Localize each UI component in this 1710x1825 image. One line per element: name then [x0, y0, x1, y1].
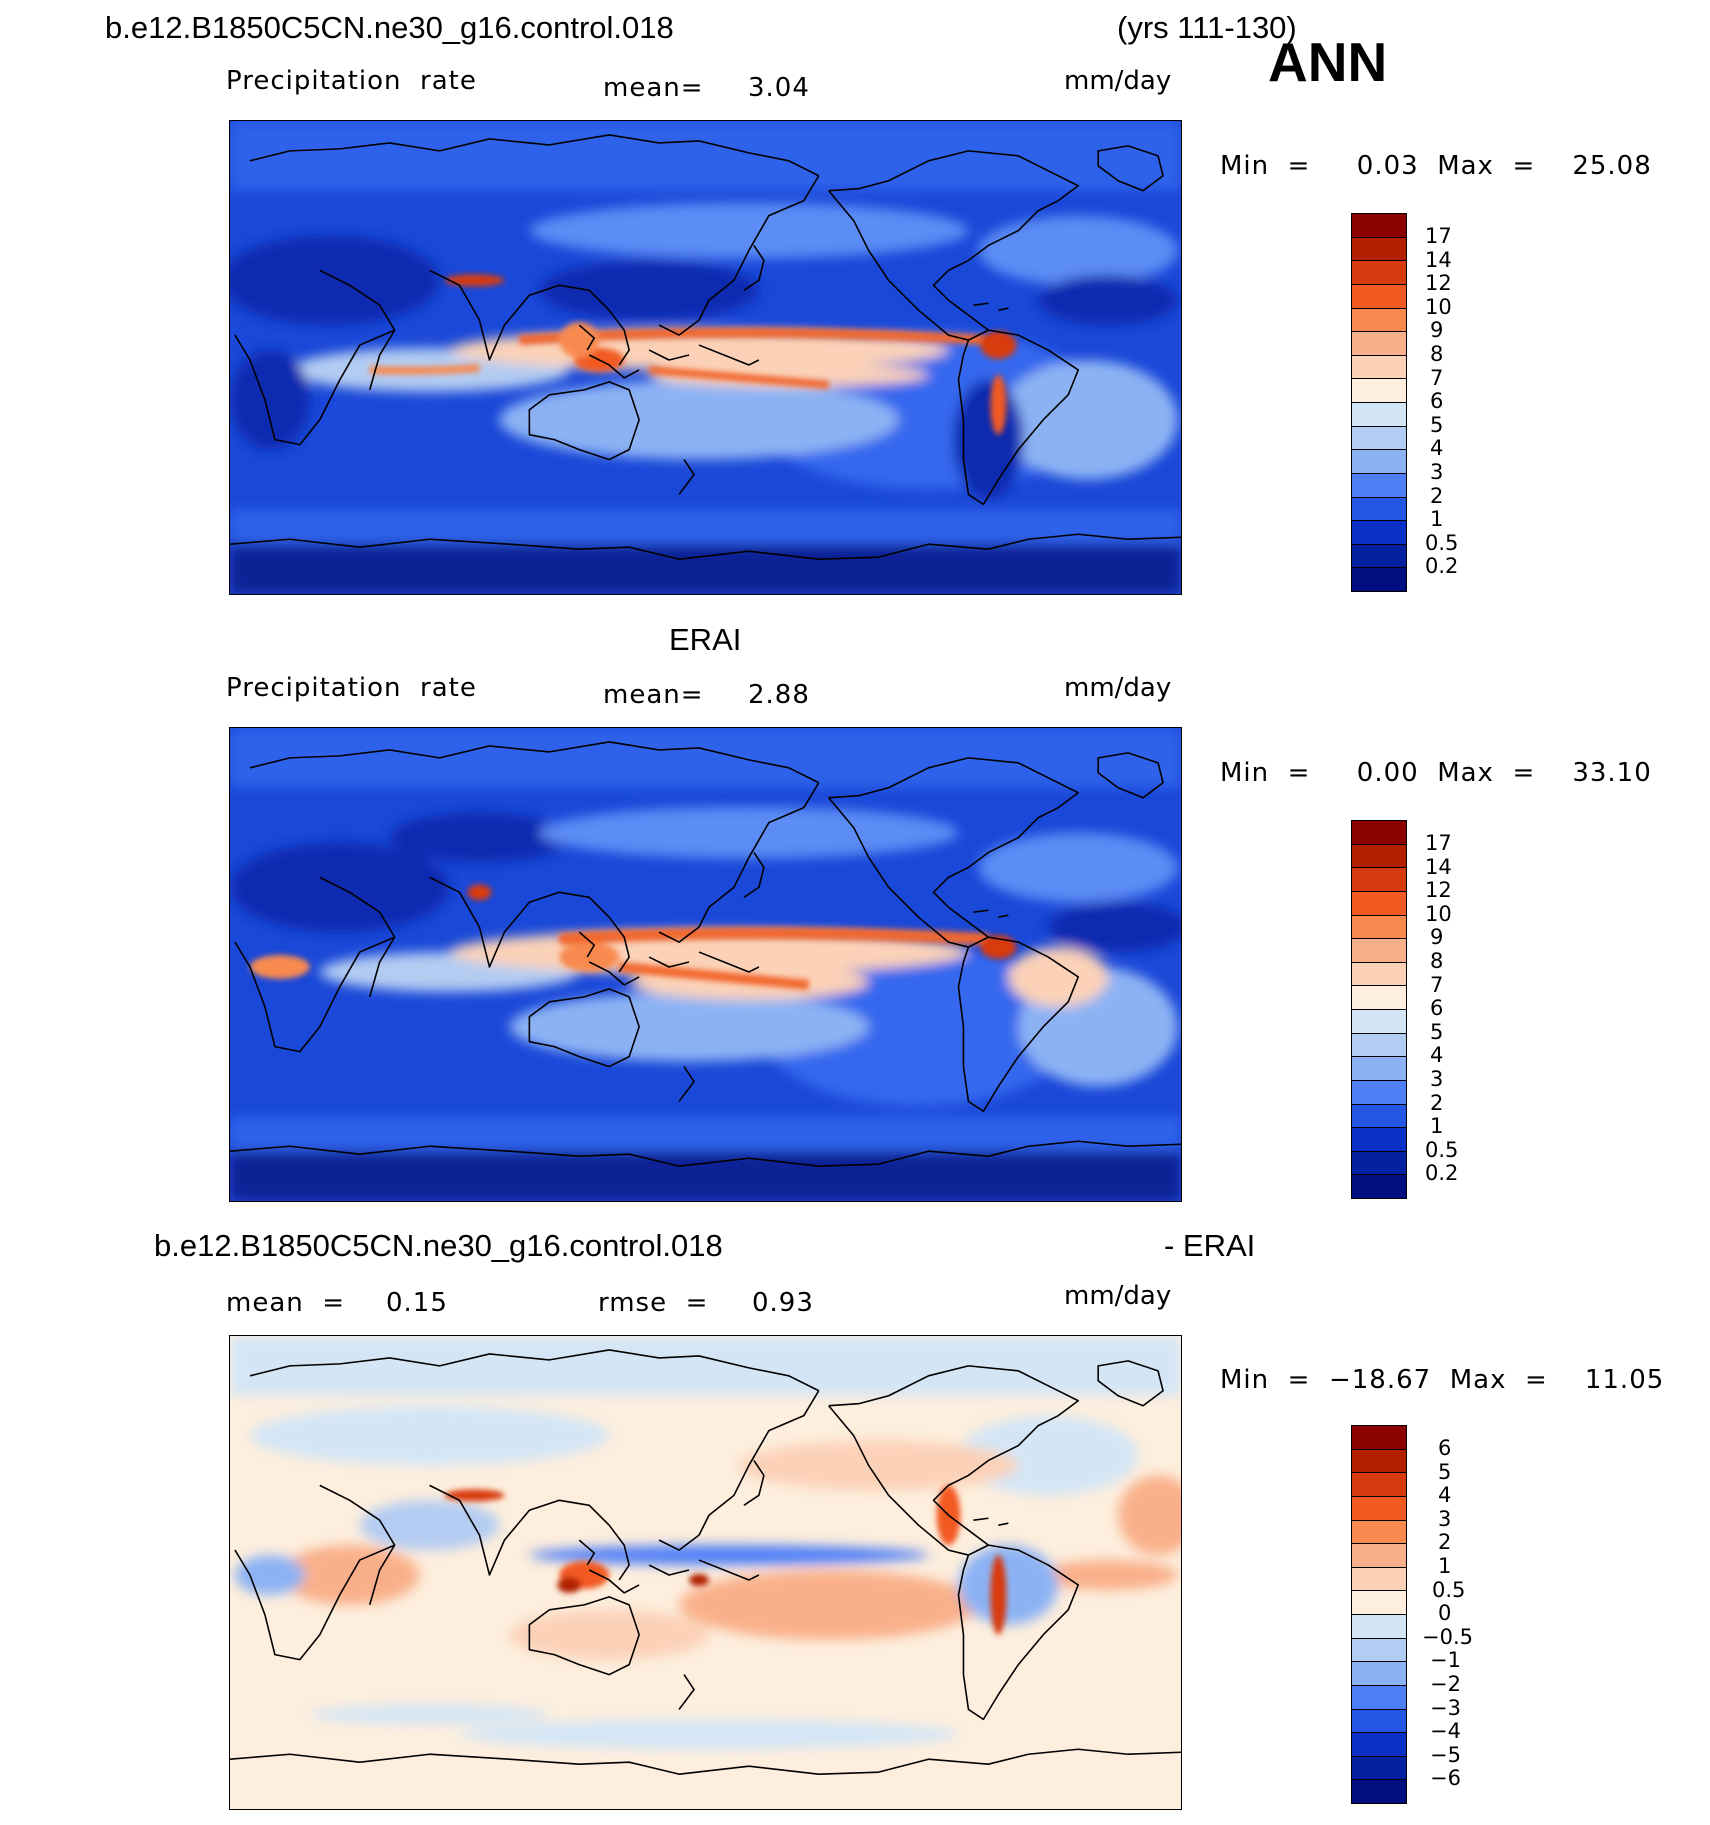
colorbar-tick: 8 — [1430, 342, 1444, 366]
colorbar-tick: 2 — [1430, 1091, 1444, 1115]
panel3-minmax: Min = −18.67 Max = 11.05 — [1220, 1365, 1665, 1395]
panel2-map — [229, 727, 1182, 1202]
panel2-minmax: Min = 0.00 Max = 33.10 — [1220, 758, 1652, 788]
colorbar-tick: 12 — [1425, 878, 1452, 902]
colorbar-tick: 0.5 — [1425, 531, 1459, 555]
panel3-rmse-label: rmse = — [598, 1288, 709, 1318]
colorbar-tick: −5 — [1430, 1743, 1461, 1767]
colorbar-tick: 0.5 — [1425, 1138, 1459, 1162]
colorbar-tick: 0.2 — [1425, 554, 1459, 578]
colorbar-tick: 17 — [1425, 224, 1452, 248]
colorbar-tick: 0 — [1438, 1601, 1452, 1625]
colorbar-tick: −0.5 — [1422, 1625, 1473, 1649]
panel1-colorbar — [1351, 213, 1407, 592]
colorbar-tick: 7 — [1430, 366, 1444, 390]
panel2-title: ERAI — [669, 622, 742, 657]
colorbar-tick: 6 — [1438, 1436, 1452, 1460]
years-label: (yrs 111-130) — [1117, 10, 1297, 45]
colorbar-tick: 1 — [1430, 1114, 1444, 1138]
colorbar-tick: 12 — [1425, 271, 1452, 295]
panel1-mean-label: mean= — [603, 73, 704, 103]
colorbar-tick: −3 — [1430, 1696, 1461, 1720]
colorbar-tick: 10 — [1425, 902, 1452, 926]
panel2-mean-label: mean= — [603, 680, 704, 710]
panel2-colorbar — [1351, 820, 1407, 1199]
colorbar-tick: −6 — [1430, 1766, 1461, 1790]
colorbar-tick: 5 — [1438, 1460, 1452, 1484]
colorbar-tick: 0.2 — [1425, 1161, 1459, 1185]
panel1-minmax: Min = 0.03 Max = 25.08 — [1220, 151, 1652, 181]
panel3-units: mm/day — [1064, 1281, 1172, 1311]
panel3-rmse-value: 0.93 — [752, 1288, 814, 1318]
colorbar-tick: 9 — [1430, 318, 1444, 342]
panel1-units: mm/day — [1064, 66, 1172, 96]
colorbar-tick: −4 — [1430, 1719, 1461, 1743]
colorbar-tick: 5 — [1430, 1020, 1444, 1044]
panel3-map — [229, 1335, 1182, 1810]
panel3-title-right: - ERAI — [1164, 1228, 1256, 1263]
colorbar-tick: 0.5 — [1432, 1578, 1466, 1602]
colorbar-tick: 14 — [1425, 855, 1452, 879]
panel1-variable-label: Precipitation rate — [226, 66, 477, 96]
panel3-colorbar — [1351, 1425, 1407, 1804]
colorbar-tick: 3 — [1430, 460, 1444, 484]
colorbar-tick: 1 — [1438, 1554, 1452, 1578]
colorbar-tick: 6 — [1430, 389, 1444, 413]
colorbar-tick: 4 — [1438, 1483, 1452, 1507]
panel2-mean-value: 2.88 — [748, 680, 810, 710]
season-label: ANN — [1268, 31, 1388, 93]
colorbar-tick: 4 — [1430, 436, 1444, 460]
colorbar-tick: 5 — [1430, 413, 1444, 437]
colorbar-tick: 6 — [1430, 996, 1444, 1020]
colorbar-tick: 7 — [1430, 973, 1444, 997]
case-title: b.e12.B1850C5CN.ne30_g16.control.018 — [105, 10, 674, 45]
colorbar-tick: 10 — [1425, 295, 1452, 319]
panel1-map — [229, 120, 1182, 595]
colorbar-tick: 1 — [1430, 507, 1444, 531]
colorbar-tick: 14 — [1425, 248, 1452, 272]
panel2-units: mm/day — [1064, 673, 1172, 703]
colorbar-tick: 8 — [1430, 949, 1444, 973]
panel3-title-left: b.e12.B1850C5CN.ne30_g16.control.018 — [154, 1228, 723, 1263]
panel3-mean-label: mean = — [226, 1288, 346, 1318]
colorbar-tick: −2 — [1430, 1672, 1461, 1696]
colorbar-tick: 3 — [1438, 1507, 1452, 1531]
colorbar-tick: 3 — [1430, 1067, 1444, 1091]
colorbar-tick: 4 — [1430, 1043, 1444, 1067]
colorbar-tick: 2 — [1430, 484, 1444, 508]
panel2-variable-label: Precipitation rate — [226, 673, 477, 703]
panel3-mean-value: 0.15 — [386, 1288, 448, 1318]
panel1-mean-value: 3.04 — [748, 73, 810, 103]
colorbar-tick: −1 — [1430, 1648, 1461, 1672]
colorbar-tick: 2 — [1438, 1530, 1452, 1554]
colorbar-tick: 17 — [1425, 831, 1452, 855]
colorbar-tick: 9 — [1430, 925, 1444, 949]
